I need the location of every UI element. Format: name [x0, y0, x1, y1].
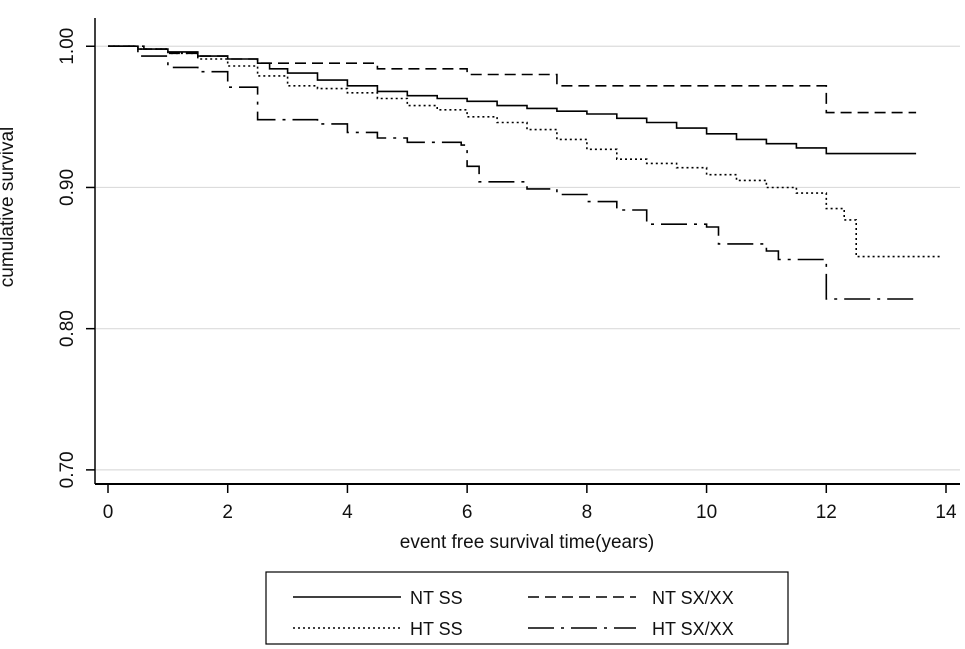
legend-label-nt-sx-xx: NT SX/XX [652, 588, 734, 608]
x-tick-label-4: 8 [582, 502, 593, 523]
series-line-nt-sx-xx [108, 45, 917, 114]
series-line-nt-ss [108, 45, 917, 155]
x-tick-label-2: 4 [342, 502, 353, 523]
legend-label-ht-ss: HT SS [410, 619, 463, 639]
series-line-ht-ss [108, 45, 940, 258]
y-tick-label-2: 0.90 [57, 169, 78, 206]
x-tick-label-7: 14 [935, 502, 957, 523]
y-tick-label-3: 1.00 [57, 28, 78, 65]
plot-area-background [95, 18, 960, 484]
x-tick-label-5: 10 [696, 502, 717, 523]
series-line-ht-sx-xx [108, 45, 917, 300]
legend: NT SS NT SX/XX HT SS HT SX/XX [265, 571, 789, 645]
x-axis-ticks: 0 2 4 6 8 10 12 14 [103, 484, 957, 523]
x-tick-label-6: 12 [816, 502, 837, 523]
x-tick-label-1: 2 [222, 502, 233, 523]
y-tick-label-1: 0.80 [57, 310, 78, 347]
legend-box [265, 571, 789, 645]
x-axis-title: event free survival time(years) [400, 532, 654, 553]
grid-lines [96, 45, 960, 471]
x-tick-label-0: 0 [103, 502, 114, 523]
y-axis-title: cumulative survival [0, 127, 18, 288]
legend-label-nt-ss: NT SS [410, 588, 463, 608]
y-axis-ticks: 0.70 0.80 0.90 1.00 [57, 28, 95, 488]
y-tick-label-0: 0.70 [57, 451, 78, 488]
series-lines [108, 45, 940, 300]
legend-label-ht-sx-xx: HT SX/XX [652, 619, 734, 639]
x-tick-label-3: 6 [462, 502, 473, 523]
